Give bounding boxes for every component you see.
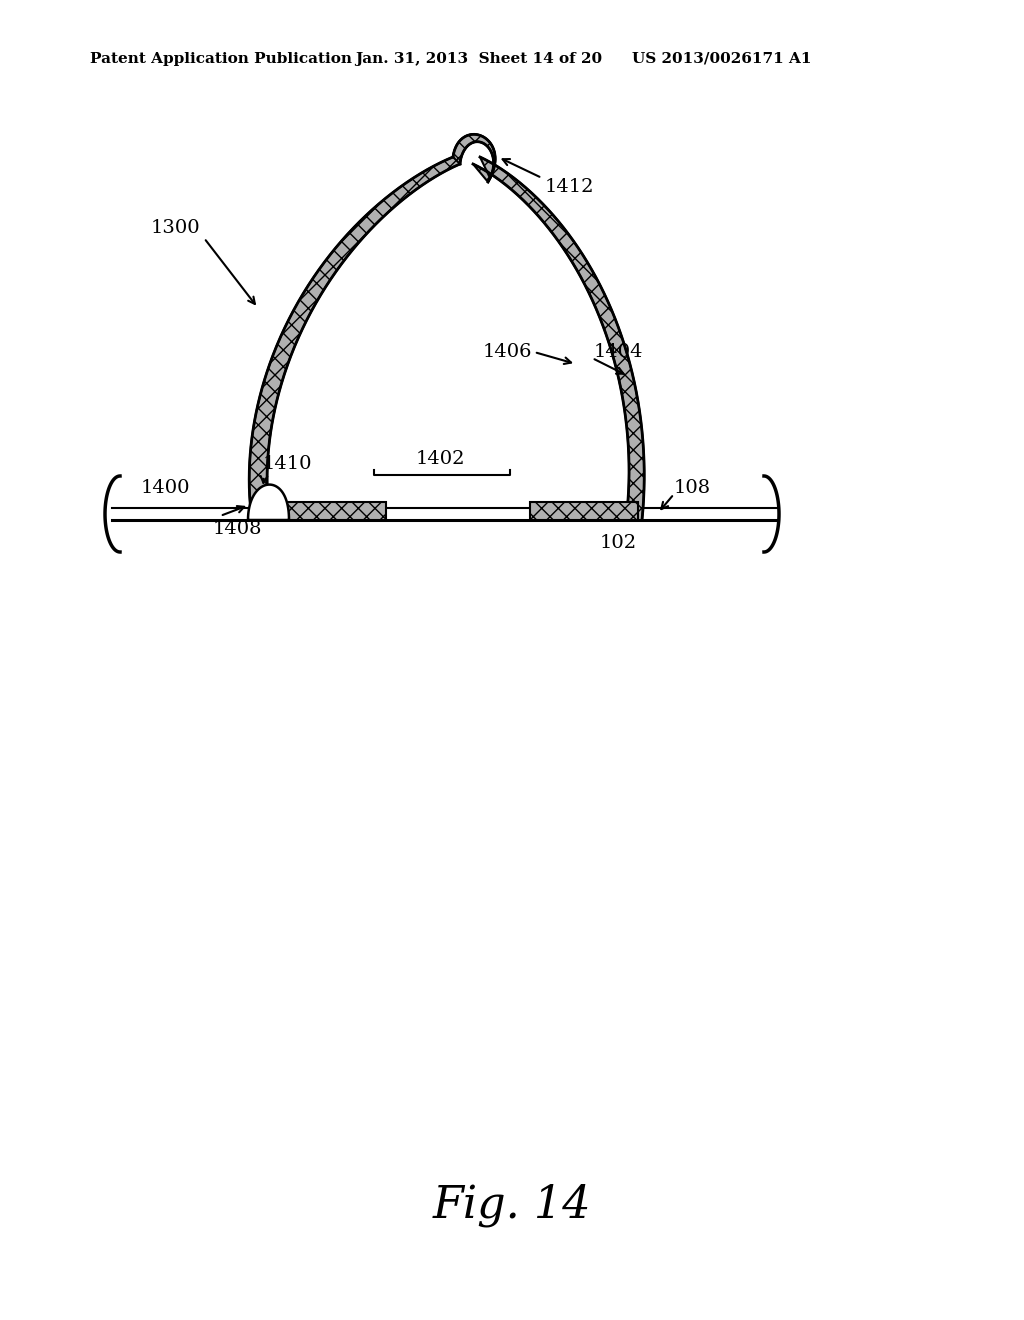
Text: US 2013/0026171 A1: US 2013/0026171 A1 xyxy=(632,51,811,66)
Text: 102: 102 xyxy=(600,535,637,552)
Text: Patent Application Publication: Patent Application Publication xyxy=(90,51,352,66)
Polygon shape xyxy=(249,135,496,520)
Polygon shape xyxy=(530,502,638,520)
Text: 1404: 1404 xyxy=(594,343,643,360)
Text: 1408: 1408 xyxy=(213,520,262,539)
Text: Jan. 31, 2013  Sheet 14 of 20: Jan. 31, 2013 Sheet 14 of 20 xyxy=(355,51,602,66)
Polygon shape xyxy=(453,135,644,520)
Text: 1400: 1400 xyxy=(140,479,190,498)
Text: 1300: 1300 xyxy=(151,219,200,238)
Text: 1414: 1414 xyxy=(309,502,355,520)
Polygon shape xyxy=(248,484,289,520)
Text: 108: 108 xyxy=(674,479,711,498)
Text: 1410: 1410 xyxy=(263,455,312,473)
Text: Fig. 14: Fig. 14 xyxy=(433,1183,591,1226)
Text: 1412: 1412 xyxy=(545,178,595,195)
Text: 1406: 1406 xyxy=(482,343,532,360)
Text: 1414: 1414 xyxy=(561,502,607,520)
Polygon shape xyxy=(278,502,386,520)
Text: 1402: 1402 xyxy=(416,450,465,469)
